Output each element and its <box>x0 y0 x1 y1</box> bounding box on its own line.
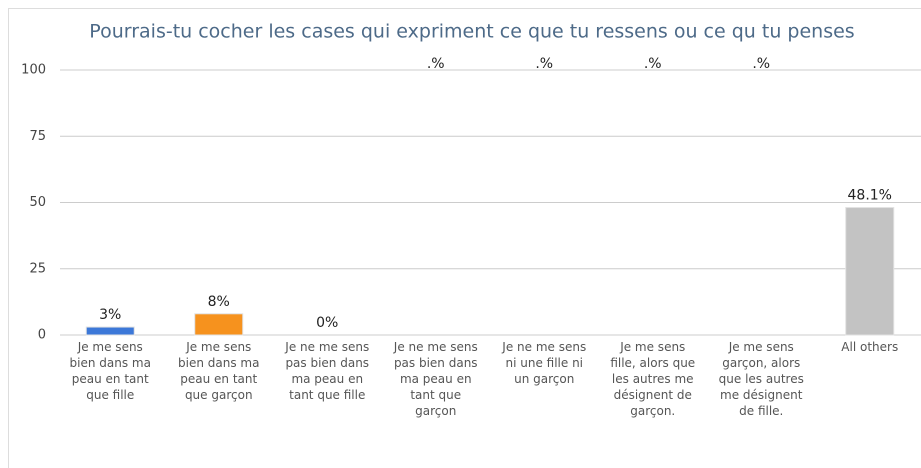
chart-title: Pourrais-tu cocher les cases qui exprime… <box>89 21 854 43</box>
x-tick-label: Je ne me sens ni une fille ni un garçon <box>502 340 587 386</box>
bar <box>845 207 895 336</box>
bar <box>85 326 135 336</box>
bar <box>194 313 244 336</box>
data-label: .% <box>535 56 553 72</box>
x-tick-label: Je me sens fille, alors que les autres m… <box>610 340 696 418</box>
x-tick-label: All others <box>841 340 899 354</box>
data-label: 3% <box>99 307 121 323</box>
data-label: 8% <box>208 294 230 310</box>
x-tick-label: Je me sens bien dans ma peau en tant que… <box>178 340 260 402</box>
y-tick-label: 25 <box>29 261 46 276</box>
y-tick-label: 0 <box>38 328 46 343</box>
y-tick-label: 50 <box>29 195 46 210</box>
data-label: .% <box>752 56 770 72</box>
frame <box>8 8 921 468</box>
y-tick-label: 100 <box>21 63 46 78</box>
data-label: .% <box>427 56 445 72</box>
data-label: .% <box>644 56 662 72</box>
x-tick-label: Je ne me sens pas bien dans ma peau en t… <box>285 340 370 402</box>
x-tick-label: Je me sens bien dans ma peau en tant que… <box>69 340 151 402</box>
x-tick-label: Je me sens garçon, alors que les autres … <box>718 340 804 418</box>
x-tick-label: Je ne me sens pas bien dans ma peau en t… <box>393 340 478 418</box>
data-label: 48.1% <box>848 188 892 204</box>
data-label: 0% <box>316 315 338 331</box>
y-tick-label: 75 <box>29 129 46 144</box>
